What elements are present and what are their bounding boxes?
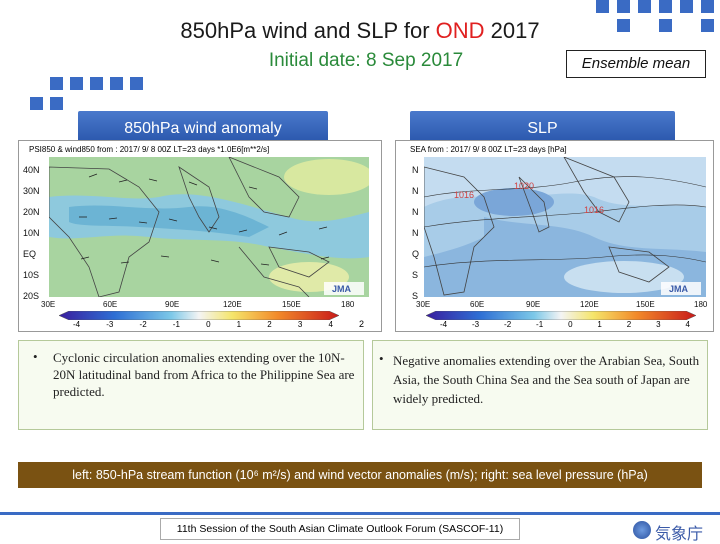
lat-label: N — [412, 207, 419, 217]
decor-square — [130, 77, 143, 90]
contour-label: 1016 — [454, 190, 474, 200]
decor-square — [680, 0, 693, 13]
vector-scale-label: 2 — [359, 319, 365, 329]
jma-logo-text: 気象庁 — [655, 524, 704, 543]
lat-label: S — [412, 270, 419, 280]
lat-label: S — [412, 291, 419, 301]
right-text-box: • Negative anomalies extending over the … — [372, 340, 708, 430]
lat-label: N — [412, 186, 419, 196]
contour-label: 1016 — [584, 205, 604, 215]
decor-square — [110, 77, 123, 90]
footer-text: 11th Session of the South Asian Climate … — [160, 518, 520, 540]
figure-caption: left: 850-hPa stream function (10⁶ m²/s)… — [18, 462, 702, 488]
decor-square — [617, 0, 630, 13]
bullet: • — [33, 349, 38, 364]
jma-globe-icon — [633, 521, 651, 539]
lon-label: 150E — [282, 300, 301, 309]
decor-square — [70, 77, 83, 90]
lon-label: 30E — [41, 300, 56, 309]
left-jma-logo: JMA — [332, 284, 352, 294]
lon-label: 90E — [526, 300, 541, 309]
lon-label: 150E — [636, 300, 655, 309]
left-description: Cyclonic circulation anomalies extending… — [53, 350, 355, 399]
lon-label: 90E — [165, 300, 180, 309]
decor-square — [701, 19, 714, 32]
decor-square — [659, 0, 672, 13]
lon-label: 180 — [694, 300, 708, 309]
lat-label: 10S — [23, 270, 40, 280]
lat-label: 10N — [23, 228, 40, 238]
lat-label: 30N — [23, 186, 40, 196]
lon-label: 60E — [470, 300, 485, 309]
slide-subtitle: Initial date: 8 Sep 2017 — [268, 50, 464, 71]
right-colorbar — [426, 311, 696, 320]
right-map-header: SEA from : 2017/ 9/ 8 00Z LT=23 days [hP… — [410, 145, 567, 154]
lat-label: N — [412, 228, 419, 238]
bullet: • — [379, 351, 384, 366]
slide-title: 850hPa wind and SLP for OND 2017 — [180, 18, 540, 43]
title-season: OND — [435, 18, 485, 43]
lat-label: EQ — [23, 249, 37, 259]
lat-label: 20S — [23, 291, 40, 301]
lon-label: 120E — [580, 300, 599, 309]
left-map-panel: PSI850 & wind850 from : 2017/ 9/ 8 00Z L… — [18, 140, 382, 332]
lon-label: 180 — [341, 300, 355, 309]
decor-square — [617, 19, 630, 32]
decor-square — [50, 77, 63, 90]
decor-square — [596, 0, 609, 13]
left-text-box: • Cyclonic circulation anomalies extendi… — [18, 340, 364, 430]
slp-map: 1016 1020 1016 JMA — [424, 157, 706, 297]
decor-square — [701, 0, 714, 13]
right-map-panel: SEA from : 2017/ 9/ 8 00Z LT=23 days [hP… — [395, 140, 714, 332]
lat-label: 20N — [23, 207, 40, 217]
left-colorbar — [59, 311, 339, 320]
decor-square — [30, 97, 43, 110]
ensemble-mean-label: Ensemble mean — [566, 50, 706, 78]
lon-label: 30E — [416, 300, 431, 309]
wind-anomaly-map: JMA — [49, 157, 369, 297]
lat-label: Q — [412, 249, 420, 259]
decor-square — [659, 19, 672, 32]
decor-square — [638, 0, 651, 13]
lon-label: 120E — [223, 300, 242, 309]
decor-square — [90, 77, 103, 90]
right-description: Negative anomalies extending over the Ar… — [393, 353, 700, 406]
left-map-header: PSI850 & wind850 from : 2017/ 9/ 8 00Z L… — [29, 145, 270, 154]
contour-label: 1020 — [514, 181, 534, 191]
right-jma-logo: JMA — [669, 284, 689, 294]
lon-label: 60E — [103, 300, 118, 309]
lat-label: N — [412, 165, 419, 175]
left-colorbar-labels: -4 -3 -2 -1 0 1 2 3 4 — [73, 320, 333, 329]
decor-square — [50, 97, 63, 110]
footer-divider — [0, 512, 720, 515]
lat-label: 40N — [23, 165, 40, 175]
right-colorbar-labels: -4 -3 -2 -1 0 1 2 3 4 — [440, 320, 690, 329]
